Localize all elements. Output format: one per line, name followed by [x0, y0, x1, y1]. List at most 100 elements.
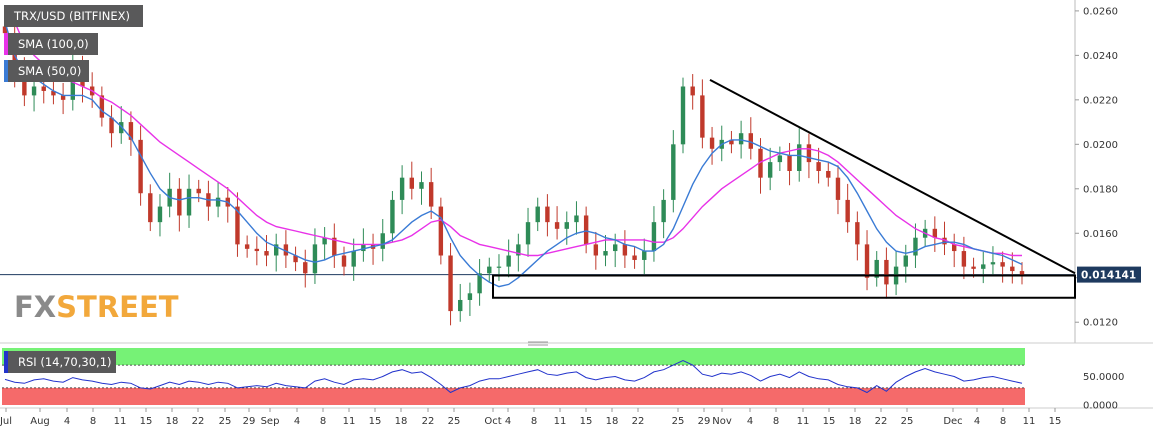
- candle-body: [535, 206, 540, 223]
- candle-body: [806, 144, 812, 163]
- candle-body: [157, 206, 163, 223]
- x-tick-label: 18: [395, 416, 408, 427]
- x-tick-label: 8: [90, 416, 96, 427]
- support-zone-box: [492, 274, 1076, 299]
- candle-body: [487, 266, 492, 274]
- candle-body: [661, 199, 666, 223]
- candle-body: [332, 237, 337, 256]
- y-tick-label: 0.0180: [1083, 184, 1118, 195]
- candle-body: [680, 86, 686, 145]
- candle-body: [671, 144, 676, 200]
- x-tick-label: 8: [320, 416, 326, 427]
- candle-body: [884, 259, 889, 285]
- candle-body: [574, 215, 579, 223]
- candle-body: [274, 244, 279, 256]
- candle-body: [506, 255, 511, 267]
- candle-body: [196, 188, 201, 194]
- y-tick-label: 0.0200: [1083, 140, 1118, 151]
- logo-suffix: STREET: [56, 290, 179, 324]
- sma50-line: [4, 21, 1023, 288]
- candle-body: [361, 244, 366, 252]
- x-tick-label: 11: [1023, 416, 1036, 427]
- fxstreet-logo: FXSTREET: [14, 290, 179, 324]
- candle-body: [777, 155, 783, 163]
- pane-resize-handle[interactable]: [528, 341, 548, 346]
- candle-body: [632, 255, 637, 260]
- candle-body: [128, 122, 134, 140]
- candle-body: [700, 95, 705, 138]
- candle-body: [70, 66, 75, 100]
- candle-body: [583, 215, 589, 245]
- candle-body: [816, 162, 821, 171]
- y-tick-label: 0.0160: [1083, 229, 1118, 240]
- candle-body: [477, 273, 482, 294]
- candle-body: [690, 86, 695, 96]
- rsi-swatch: [4, 351, 8, 373]
- x-tick-label: 4: [64, 416, 70, 427]
- x-tick-label: Jul: [0, 416, 12, 427]
- candle-body: [22, 73, 27, 96]
- candle-body: [767, 162, 773, 178]
- x-tick-label: Sep: [261, 416, 280, 427]
- rsi-tick-label: 50.0000: [1083, 372, 1124, 383]
- x-tick-label: 22: [192, 416, 205, 427]
- candle-body: [380, 233, 385, 249]
- candle-body: [399, 177, 405, 200]
- candle-body: [60, 95, 66, 100]
- candle-body: [109, 117, 114, 134]
- x-tick-label: 18: [166, 416, 179, 427]
- candle-body: [603, 251, 608, 256]
- candle-body: [244, 244, 250, 249]
- sma100-swatch: [4, 33, 8, 55]
- candle-body: [428, 182, 434, 207]
- candle-body: [855, 222, 860, 245]
- candle-body: [322, 237, 327, 245]
- x-tick-label: Dec: [943, 416, 962, 427]
- legend-rsi[interactable]: RSI (14,70,30,1): [4, 351, 116, 373]
- y-tick-label: 0.0240: [1083, 51, 1118, 62]
- candle-body: [264, 251, 269, 256]
- candle-body: [41, 86, 46, 91]
- candle-body: [952, 244, 957, 252]
- chart-title: TRX/USD (BITFINEX): [4, 5, 143, 27]
- candle-body: [438, 206, 444, 256]
- legend-sma100[interactable]: SMA (100,0): [4, 33, 98, 55]
- last-price-tag: [1077, 266, 1141, 283]
- y-tick-label: 0.0120: [1083, 318, 1118, 329]
- x-tick-label: 22: [875, 416, 888, 427]
- rsi-line: [4, 359, 1023, 394]
- candle-body: [709, 137, 715, 149]
- legend-sma50[interactable]: SMA (50,0): [4, 60, 89, 82]
- x-tick-label: 22: [422, 416, 435, 427]
- candle-body: [496, 266, 502, 268]
- candle-body: [2, 26, 8, 34]
- candle-body: [235, 206, 240, 245]
- candle-body: [554, 222, 560, 229]
- x-tick-label: 22: [632, 416, 645, 427]
- candle-body: [1000, 262, 1005, 267]
- x-tick-label: 15: [823, 416, 836, 427]
- x-tick-label: 15: [1049, 416, 1062, 427]
- candle-body: [874, 259, 879, 278]
- candle-body: [564, 222, 569, 229]
- candle-body: [613, 244, 618, 252]
- candle-body: [1019, 271, 1025, 276]
- x-tick-label: Nov: [712, 416, 732, 427]
- x-tick-label: 25: [448, 416, 461, 427]
- candle-body: [971, 266, 976, 269]
- x-tick-label: Aug: [30, 416, 50, 427]
- candle-body: [467, 293, 473, 300]
- candle-body: [283, 244, 289, 256]
- candle-body: [409, 177, 414, 189]
- rsi-oversold-zone: [2, 387, 1025, 405]
- candle-body: [138, 139, 143, 194]
- x-tick-label: 4: [294, 416, 300, 427]
- candle-body: [942, 237, 947, 245]
- x-tick-label: 15: [580, 416, 593, 427]
- candle-body: [748, 133, 753, 149]
- x-tick-label: 29: [243, 416, 256, 427]
- candle-body: [826, 171, 831, 178]
- x-tick-label: 15: [369, 416, 382, 427]
